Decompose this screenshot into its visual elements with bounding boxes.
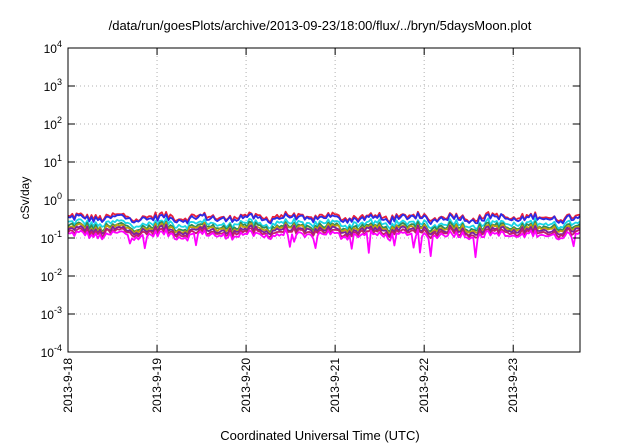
y-axis-label: cSv/day (18, 176, 32, 220)
x-tick-label: 2013-9-18 (61, 358, 75, 413)
y-tick-label: 100 (44, 191, 62, 208)
y-tick-label: 101 (44, 153, 62, 170)
y-tick-label: 104 (44, 39, 62, 56)
chart-title: /data/run/goesPlots/archive/2013-09-23/1… (108, 18, 532, 33)
series-line-3 (67, 217, 581, 230)
x-tick-label: 2013-9-19 (150, 358, 164, 413)
y-tick-label: 10-2 (41, 267, 62, 284)
series-line-8 (67, 228, 581, 259)
x-tick-label: 2013-9-21 (328, 358, 342, 413)
series-line-6 (67, 223, 581, 237)
x-tick-label: 2013-9-20 (239, 358, 253, 413)
y-tick-label: 102 (44, 115, 62, 132)
y-tick-label: 10-1 (41, 229, 62, 246)
y-tick-label: 10-3 (41, 305, 62, 322)
series-line-2 (67, 212, 581, 225)
x-axis-label: Coordinated Universal Time (UTC) (220, 428, 420, 443)
y-tick-label: 103 (44, 77, 62, 94)
y-tick-label: 10-4 (41, 343, 62, 360)
x-tick-label: 2013-9-23 (506, 358, 520, 413)
series-layer (67, 210, 581, 259)
x-tick-label: 2013-9-22 (417, 358, 431, 413)
grid-lines (68, 48, 580, 352)
